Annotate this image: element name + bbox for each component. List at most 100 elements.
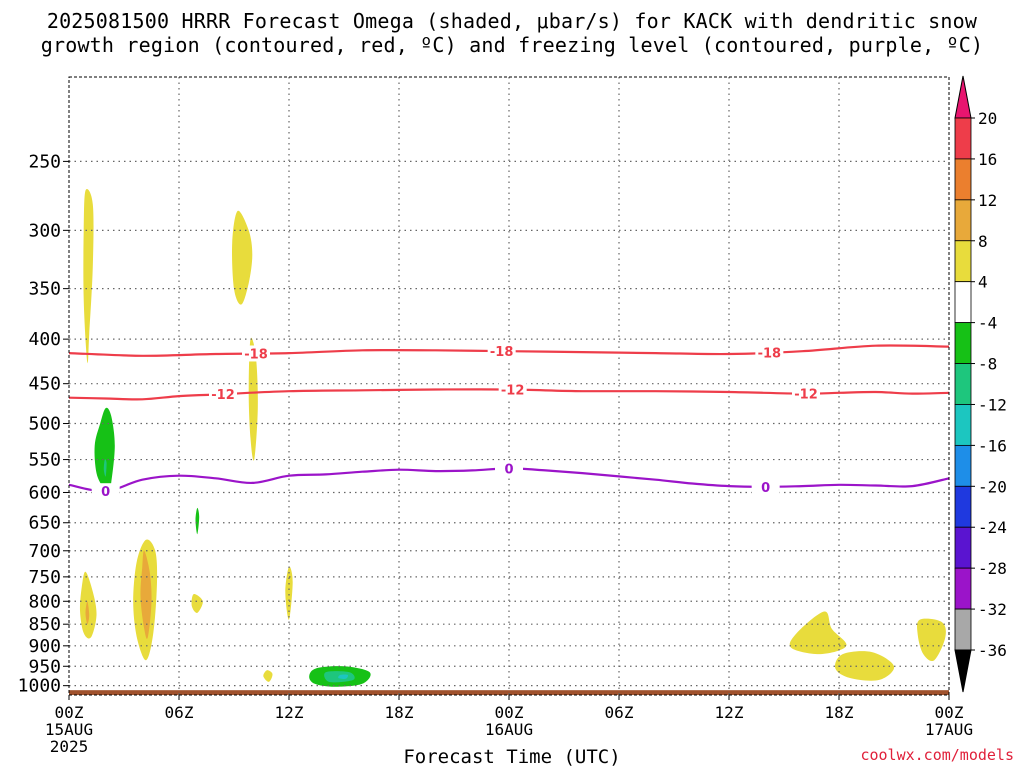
- contour-label-bg: [755, 344, 784, 361]
- y-tick-label-500: 500: [28, 414, 61, 435]
- colorbar-segment-4: [954, 240, 972, 283]
- colorbar-label-4: 4: [978, 273, 988, 292]
- contour-label-bg: [498, 381, 527, 398]
- colorbar-segment-8: [954, 404, 972, 446]
- contour-label--12-0: -12: [211, 388, 235, 403]
- y-tick-label-950: 950: [28, 656, 61, 677]
- colorbar-label-9: -20: [978, 477, 1007, 496]
- colorbar-segment-7: [954, 363, 972, 405]
- contour-label--12-2: -12: [794, 388, 818, 403]
- contour-label-bg: [91, 483, 120, 500]
- colorbar-segment-11: [954, 526, 972, 569]
- colorbar-label-8: -16: [978, 436, 1007, 455]
- x-tick-label-0-0: 00Z: [55, 703, 84, 722]
- y-tick-label-750: 750: [28, 567, 61, 588]
- colorbar-label-6: -8: [978, 355, 997, 374]
- y-tick-label-250: 250: [28, 151, 61, 172]
- contour-label--18-1: -18: [490, 345, 514, 360]
- colorbar-segment-6: [954, 322, 972, 364]
- chart-title-line-2: growth region (contoured, red, ºC) and f…: [40, 33, 984, 57]
- colorbar-segment-13: [954, 608, 972, 651]
- omega-region-11: [285, 566, 293, 620]
- contour-label-0-1: 0: [504, 462, 513, 477]
- y-tick-label-700: 700: [28, 541, 61, 562]
- colorbar-label-10: -24: [978, 518, 1007, 537]
- ground-layer: [69, 690, 949, 695]
- omega-region-2: [248, 337, 258, 461]
- contour-label-bg: [242, 345, 270, 362]
- contour-layer: -18 -18 -18 -12 -12 -12 0 0 0: [68, 343, 950, 500]
- omega-region-12: [263, 670, 273, 682]
- colorbar-segment-5: [954, 281, 972, 324]
- omega-region-1: [232, 210, 253, 305]
- contour-label-bg: [487, 343, 516, 360]
- contour-label-bg: [209, 386, 237, 403]
- x-tick-label-12-0: 12Z: [275, 703, 304, 722]
- colorbar-segment-1: [954, 117, 972, 160]
- x-tick-label-24-1: 16AUG: [485, 720, 533, 739]
- colorbar: 20 16 12 8 4 -4 -8 -12 -16 -20 -24 -28 -32 -36: [954, 75, 1007, 693]
- x-tick-label-6-0: 06Z: [165, 703, 194, 722]
- omega-region-4: [103, 459, 107, 477]
- site-credit: coolwx.com/models: [860, 746, 1014, 764]
- omega-region-16: [789, 611, 847, 655]
- contour-label-bg: [751, 478, 780, 495]
- x-tick-label-18-0: 18Z: [385, 703, 414, 722]
- omega-region-18: [917, 618, 946, 662]
- omega-region-5: [195, 507, 200, 535]
- colorbar-label-1: 16: [978, 150, 997, 169]
- colorbar-segment-3: [954, 199, 972, 242]
- contour-label-0-2: 0: [761, 481, 770, 496]
- contour-label--12-1: -12: [501, 384, 525, 399]
- y-tick-label-450: 450: [28, 374, 61, 395]
- y-axis-ticks: 2503003504004505005506006507007508008509…: [18, 151, 69, 697]
- colorbar-label-3: 8: [978, 232, 988, 251]
- omega-shading-layer: [79, 189, 946, 687]
- colorbar-top-arrow: [954, 75, 972, 119]
- colorbar-label-12: -32: [978, 600, 1007, 619]
- x-axis-label: Forecast Time (UTC): [403, 746, 621, 768]
- x-tick-label-48-1: 17AUG: [925, 720, 973, 739]
- contour-label--18-2: -18: [758, 346, 782, 361]
- contour-label-bg: [792, 385, 820, 402]
- colorbar-label-2: 12: [978, 191, 997, 210]
- contour-label-bg: [495, 460, 523, 477]
- omega-region-17: [835, 651, 895, 681]
- colorbar-label-7: -12: [978, 395, 1007, 414]
- omega-region-15: [338, 674, 349, 679]
- ground-strip: [69, 690, 949, 695]
- contour-label--18-0: -18: [244, 347, 268, 362]
- colorbar-label-5: -4: [978, 314, 997, 333]
- colorbar-segment-9: [954, 444, 972, 487]
- y-tick-label-850: 850: [28, 614, 61, 635]
- chart-title-line-1: 2025081500 HRRR Forecast Omega (shaded, …: [46, 9, 978, 33]
- colorbar-segment-10: [954, 485, 972, 528]
- colorbar-segment-12: [954, 567, 972, 610]
- y-tick-label-550: 550: [28, 450, 61, 471]
- colorbar-label-0: 20: [978, 109, 997, 128]
- colorbar-bottom-arrow: [954, 649, 972, 693]
- contour-label-0-0: 0: [101, 485, 110, 500]
- x-tick-label-0-2: 2025: [50, 737, 89, 756]
- y-tick-label-600: 600: [28, 482, 61, 503]
- y-tick-label-900: 900: [28, 636, 61, 657]
- colorbar-label-13: -36: [978, 641, 1007, 660]
- x-tick-label-24-0: 00Z: [495, 703, 524, 722]
- y-tick-label-800: 800: [28, 591, 61, 612]
- y-tick-label-350: 350: [28, 279, 61, 300]
- omega-region-0: [83, 189, 94, 364]
- x-tick-label-36-0: 12Z: [715, 703, 744, 722]
- x-tick-label-0-1: 15AUG: [45, 720, 93, 739]
- y-tick-label-300: 300: [28, 220, 61, 241]
- x-tick-label-42-0: 18Z: [825, 703, 854, 722]
- y-tick-label-400: 400: [28, 329, 61, 350]
- omega-region-10: [191, 594, 203, 613]
- omega-region-9: [140, 550, 152, 639]
- y-tick-label-650: 650: [28, 513, 61, 534]
- x-tick-label-48-0: 00Z: [935, 703, 964, 722]
- y-tick-label-1000: 1000: [18, 676, 61, 697]
- x-tick-label-30-0: 06Z: [605, 703, 634, 722]
- colorbar-label-11: -28: [978, 559, 1007, 578]
